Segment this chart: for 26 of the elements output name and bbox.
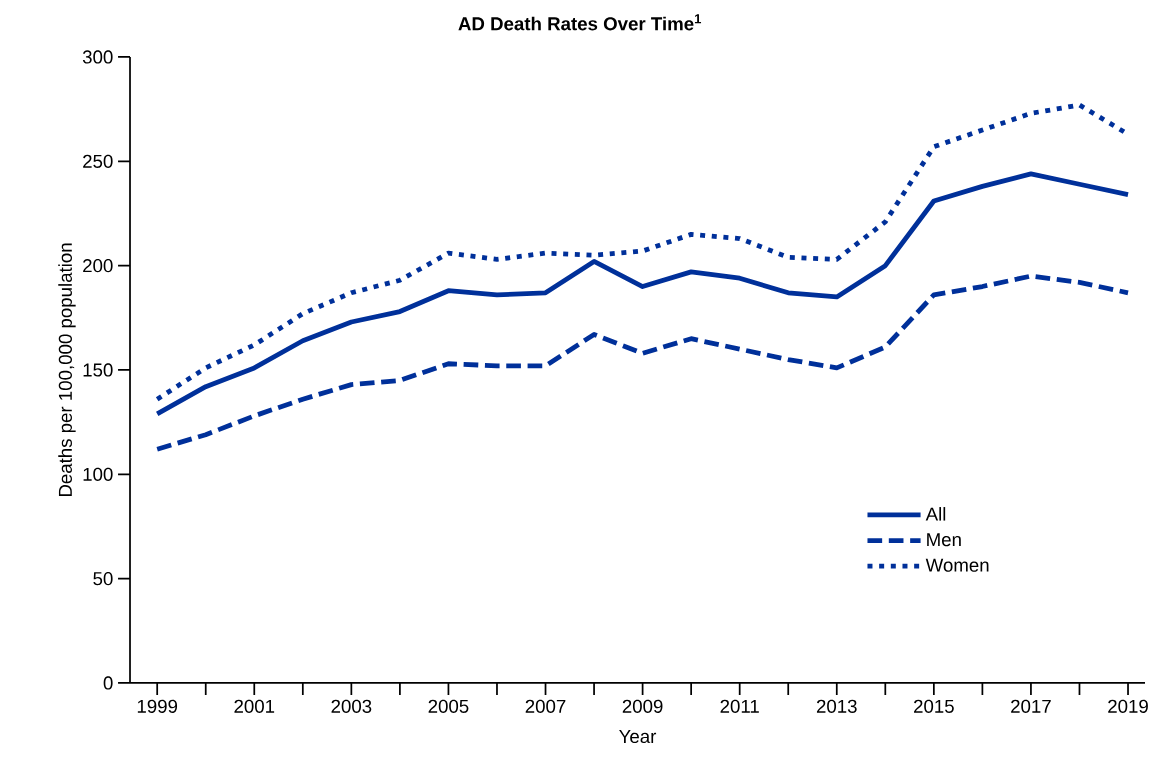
x-tick-label: 2005 (428, 699, 469, 713)
x-tick-label: 2011 (720, 699, 759, 713)
y-tick-label: 150 (83, 363, 113, 377)
line-series (154, 273, 1131, 452)
y-tick-label: 200 (83, 259, 113, 273)
y-axis-title: Deaths per 100,000 population (58, 243, 76, 497)
x-axis-title: Year (619, 730, 657, 744)
y-tick-label: 300 (82, 50, 113, 64)
line-series (154, 171, 1131, 417)
y-tick-label: 0 (103, 676, 113, 690)
y-tick-label: 100 (83, 467, 113, 481)
legend-label: Women (925, 558, 989, 572)
y-tick-label: 250 (83, 154, 113, 168)
x-tick-label: 2009 (622, 699, 663, 713)
y-tick-label: 50 (93, 572, 113, 586)
chart-title: AD Death Rates Over Time$^{1}$ (458, 14, 702, 31)
x-tick-label: 1999 (137, 699, 178, 713)
x-tick-label: 2007 (525, 699, 566, 713)
x-tick-label: 2019 (1108, 699, 1148, 713)
legend-label: Men (927, 533, 961, 547)
x-tick-label: 2001 (234, 699, 275, 713)
x-tick-label: 2013 (816, 699, 857, 713)
legend-label: All (925, 507, 946, 521)
x-tick-label: 2003 (331, 699, 372, 713)
x-tick-label: 2017 (1011, 699, 1051, 713)
x-tick-label: 2015 (914, 699, 954, 713)
